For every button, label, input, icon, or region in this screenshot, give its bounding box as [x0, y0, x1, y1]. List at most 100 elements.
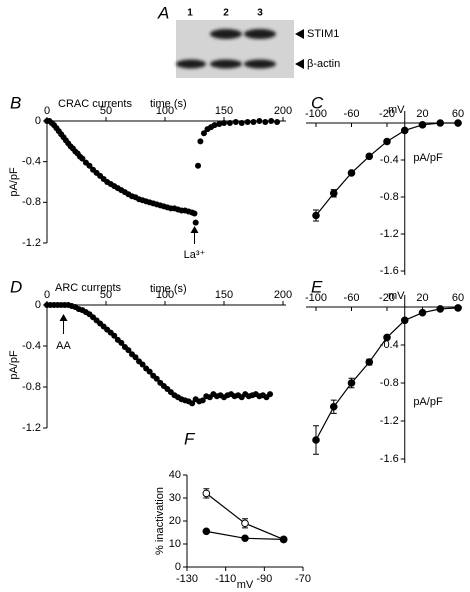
y-tick-label: -1.6	[380, 453, 399, 465]
data-point	[329, 189, 338, 198]
y-tick-label: 20	[169, 515, 181, 527]
panel-label: C	[311, 93, 324, 112]
x-tick-label: 60	[452, 292, 464, 304]
data-point	[454, 304, 462, 312]
y-tick-label: -0.8	[22, 196, 41, 208]
x-tick-label: 60	[452, 108, 464, 120]
x-tick-label: -60	[344, 292, 360, 304]
x-tick-label: -100	[305, 108, 327, 120]
data-point	[241, 519, 249, 528]
panel-label: F	[184, 429, 196, 448]
data-point	[400, 316, 409, 325]
data-point	[400, 126, 409, 135]
annotation-arrowhead	[190, 226, 199, 233]
data-point	[274, 119, 281, 126]
y-tick-label: -1.2	[380, 415, 399, 427]
data-point	[279, 535, 288, 544]
x-tick-label: 50	[100, 105, 112, 117]
data-point	[238, 120, 245, 127]
annotation-arrowhead	[59, 314, 68, 321]
data-point	[267, 391, 274, 398]
data-point	[202, 489, 211, 498]
lane-label: 2	[223, 8, 229, 19]
y-tick-label: 0	[35, 115, 41, 127]
x-axis-label: mV	[237, 579, 254, 591]
chart-panel: D ARC currents time (s) pA/pF 0 50 100 150 200 0 -…	[8, 277, 292, 433]
x-axis-label: mV	[388, 104, 405, 116]
annotation: La³⁺	[184, 249, 206, 261]
data-point	[197, 138, 204, 145]
data-point	[139, 361, 146, 368]
chart-title: ARC currents	[55, 282, 122, 294]
data-point	[216, 121, 223, 128]
data-point	[347, 169, 356, 177]
blot-image	[176, 20, 294, 78]
data-point	[383, 137, 391, 146]
x-tick-label: 20	[416, 108, 428, 120]
band-arrow	[295, 29, 304, 39]
chart-panel: FmV % inactivation -130 -110 -90 -70 0 10 20 30 40	[154, 429, 311, 590]
data-point	[146, 368, 153, 375]
annotation: AA	[56, 340, 71, 352]
data-point	[312, 436, 320, 444]
data-point	[268, 118, 275, 124]
y-axis-label: pA/pF	[413, 396, 443, 408]
panel-label: A	[157, 3, 169, 22]
x-tick-label: 200	[274, 105, 292, 117]
data-point	[192, 219, 199, 226]
x-tick-label: 150	[215, 105, 233, 117]
chart-panel: B CRAC currents time (s) pA/pF 0 50 100 150 200 0…	[8, 93, 292, 260]
lane-label: 3	[257, 8, 263, 19]
chart-title: CRAC currents	[58, 98, 132, 110]
y-axis-label: pA/pF	[413, 152, 443, 164]
y-tick-label: 0	[35, 299, 41, 311]
y-axis-label: % inactivation	[154, 487, 166, 555]
data-point	[312, 211, 320, 220]
data-point	[199, 397, 206, 404]
band-label: β-actin	[307, 58, 340, 70]
x-tick-label: 0	[44, 289, 50, 301]
blot-band	[210, 59, 242, 69]
data-point	[436, 119, 445, 127]
x-tick-label: -60	[344, 108, 360, 120]
x-tick-label: -70	[295, 573, 311, 585]
blot-panel: A 1 2 3 STIM1 β-actin	[157, 3, 340, 78]
data-point	[118, 339, 125, 346]
x-tick-label: -20	[379, 108, 395, 120]
data-point	[244, 119, 251, 126]
y-axis-label: pA/pF	[8, 167, 20, 197]
x-tick-label: 100	[156, 289, 174, 301]
data-point	[329, 402, 338, 411]
data-point	[86, 162, 93, 169]
y-tick-label: -0.8	[380, 191, 399, 203]
y-tick-label: -1.2	[22, 237, 41, 249]
x-axis-label: time (s)	[150, 283, 187, 295]
data-point	[125, 347, 132, 354]
data-point	[250, 119, 257, 126]
y-tick-label: -0.4	[22, 340, 41, 352]
data-point	[241, 534, 249, 543]
blot-band	[176, 59, 206, 69]
y-tick-label: -0.4	[380, 154, 399, 166]
y-tick-label: -1.2	[22, 422, 41, 434]
panel-label: B	[10, 93, 21, 112]
y-tick-label: 30	[169, 492, 181, 504]
data-point	[436, 305, 445, 313]
data-point	[211, 122, 218, 129]
y-tick-label: -0.4	[22, 156, 41, 168]
y-tick-label: -0.8	[22, 381, 41, 393]
data-point	[200, 130, 207, 137]
y-tick-label: 10	[169, 538, 181, 550]
data-point	[347, 379, 356, 387]
lane-label: 1	[187, 8, 193, 19]
data-point	[132, 354, 139, 361]
blot-band	[244, 59, 276, 69]
y-tick-label: -0.4	[380, 339, 399, 351]
y-tick-label: -1.6	[380, 265, 399, 277]
x-tick-label: 50	[100, 289, 112, 301]
data-point	[365, 152, 374, 161]
fit-line	[205, 492, 284, 540]
x-axis-label: time (s)	[150, 98, 187, 110]
x-tick-label: -130	[176, 573, 198, 585]
